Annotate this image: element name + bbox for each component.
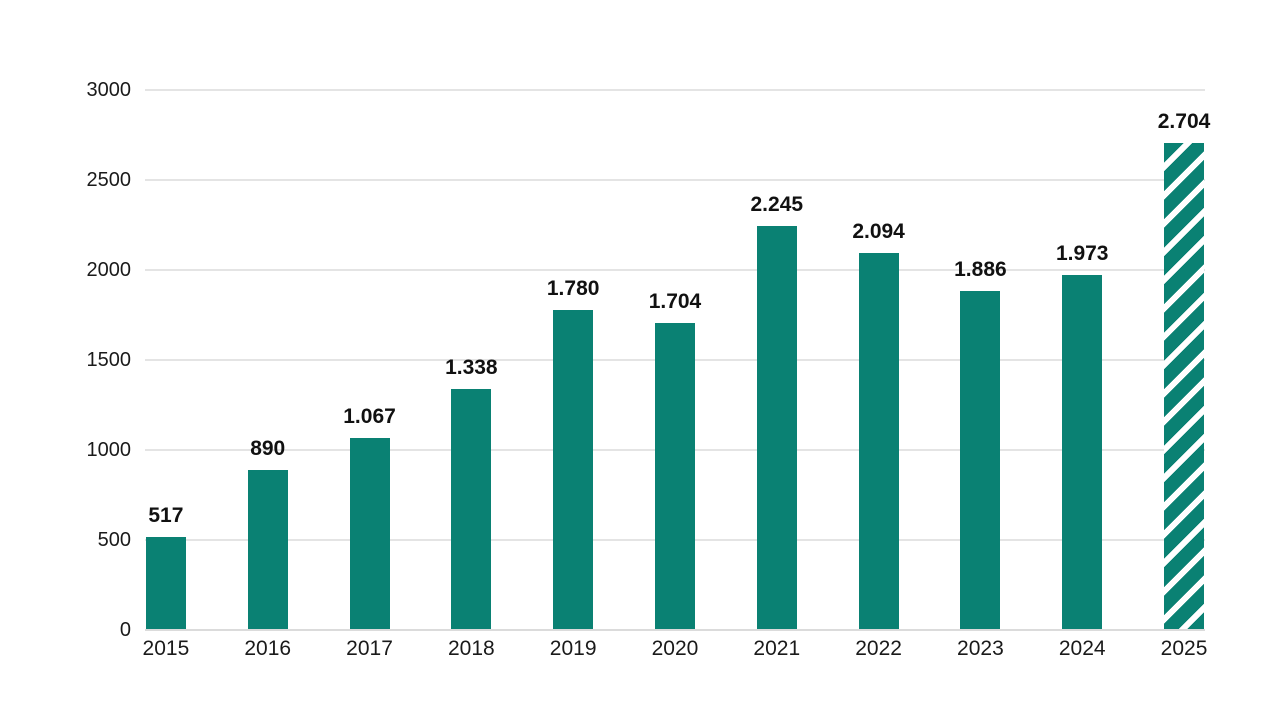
bar-2021 [756,225,797,630]
x-tick-label-2021: 2021 [753,637,801,660]
y-tick-label-2000: 2000 [86,259,132,281]
bar-2015 [145,536,186,630]
bar-2017 [349,437,390,630]
x-tick-label-2016: 2016 [244,637,292,660]
bar-slot-2020: 1.704 [624,90,726,630]
bar-2025 [1164,143,1205,630]
y-tick-label-500: 500 [97,529,131,551]
bar-slot-2021: 2.245 [726,90,828,630]
value-label-2018: 1.338 [445,356,498,380]
x-axis-labels: 2015 2016 2017 2018 2019 2020 2021 2022 2023 2024… [115,636,1235,661]
x-tick-label-2020: 2020 [651,637,699,660]
bar-slot-2016: 890 [217,90,319,630]
bar-2022 [858,253,899,630]
value-label-2016: 890 [250,436,286,460]
value-label-2024: 1.973 [1055,241,1109,265]
value-label-2020: 1.704 [648,290,702,314]
x-tick-label-2024: 2024 [1058,637,1106,660]
y-tick-label-1000: 1000 [86,439,132,461]
bar-2024 [1062,274,1103,630]
bar-2018 [451,389,492,630]
y-tick-label-2500: 2500 [86,169,132,191]
gridline-3000 [145,89,1205,91]
bar-2023 [960,290,1001,630]
bar-slot-2025: 2.704 [1133,90,1235,630]
x-tick-label-2018: 2018 [447,637,495,660]
x-axis-line [145,629,1205,631]
y-tick-label-3000: 3000 [86,79,132,101]
value-label-2022: 2.094 [852,220,905,244]
value-label-2017: 1.067 [343,404,396,428]
y-axis-labels: 0 500 1000 1500 2000 2500 3000 [0,79,132,641]
value-label-2023: 1.886 [954,257,1007,281]
bar-2020 [654,323,695,630]
gridline-2000 [145,269,1205,271]
x-tick-label-2022: 2022 [855,637,902,660]
x-tick-label-2023: 2023 [957,637,1004,660]
bar-slot-2019: 1.780 [522,90,624,630]
value-label-2019: 1.780 [546,276,600,300]
bar-2016 [247,469,288,630]
value-label-2021: 2.245 [750,192,804,216]
bars-layer: 517 890 1.067 1.338 1.780 1.704 2.245 2.094 1.88… [115,90,1235,630]
x-tick-label-2019: 2019 [549,637,597,660]
bar-slot-2024: 1.973 [1031,90,1133,630]
x-tick-label-2025: 2025 [1160,637,1208,660]
bar-2019 [553,309,594,630]
bar-slot-2023: 1.886 [930,90,1032,630]
y-tick-label-0: 0 [119,619,131,641]
x-tick-label-2017: 2017 [346,637,393,660]
y-tick-label-1500: 1500 [86,349,132,371]
gridline-2500 [145,179,1205,181]
bar-slot-2018: 1.338 [420,90,522,630]
bar-slot-2022: 2.094 [828,90,930,630]
value-label-2015: 517 [148,503,184,527]
x-tick-label-2015: 2015 [142,637,190,660]
bar-slot-2017: 1.067 [319,90,421,630]
value-label-2025: 2.704 [1157,110,1211,134]
bar-slot-2015: 517 [115,90,217,630]
